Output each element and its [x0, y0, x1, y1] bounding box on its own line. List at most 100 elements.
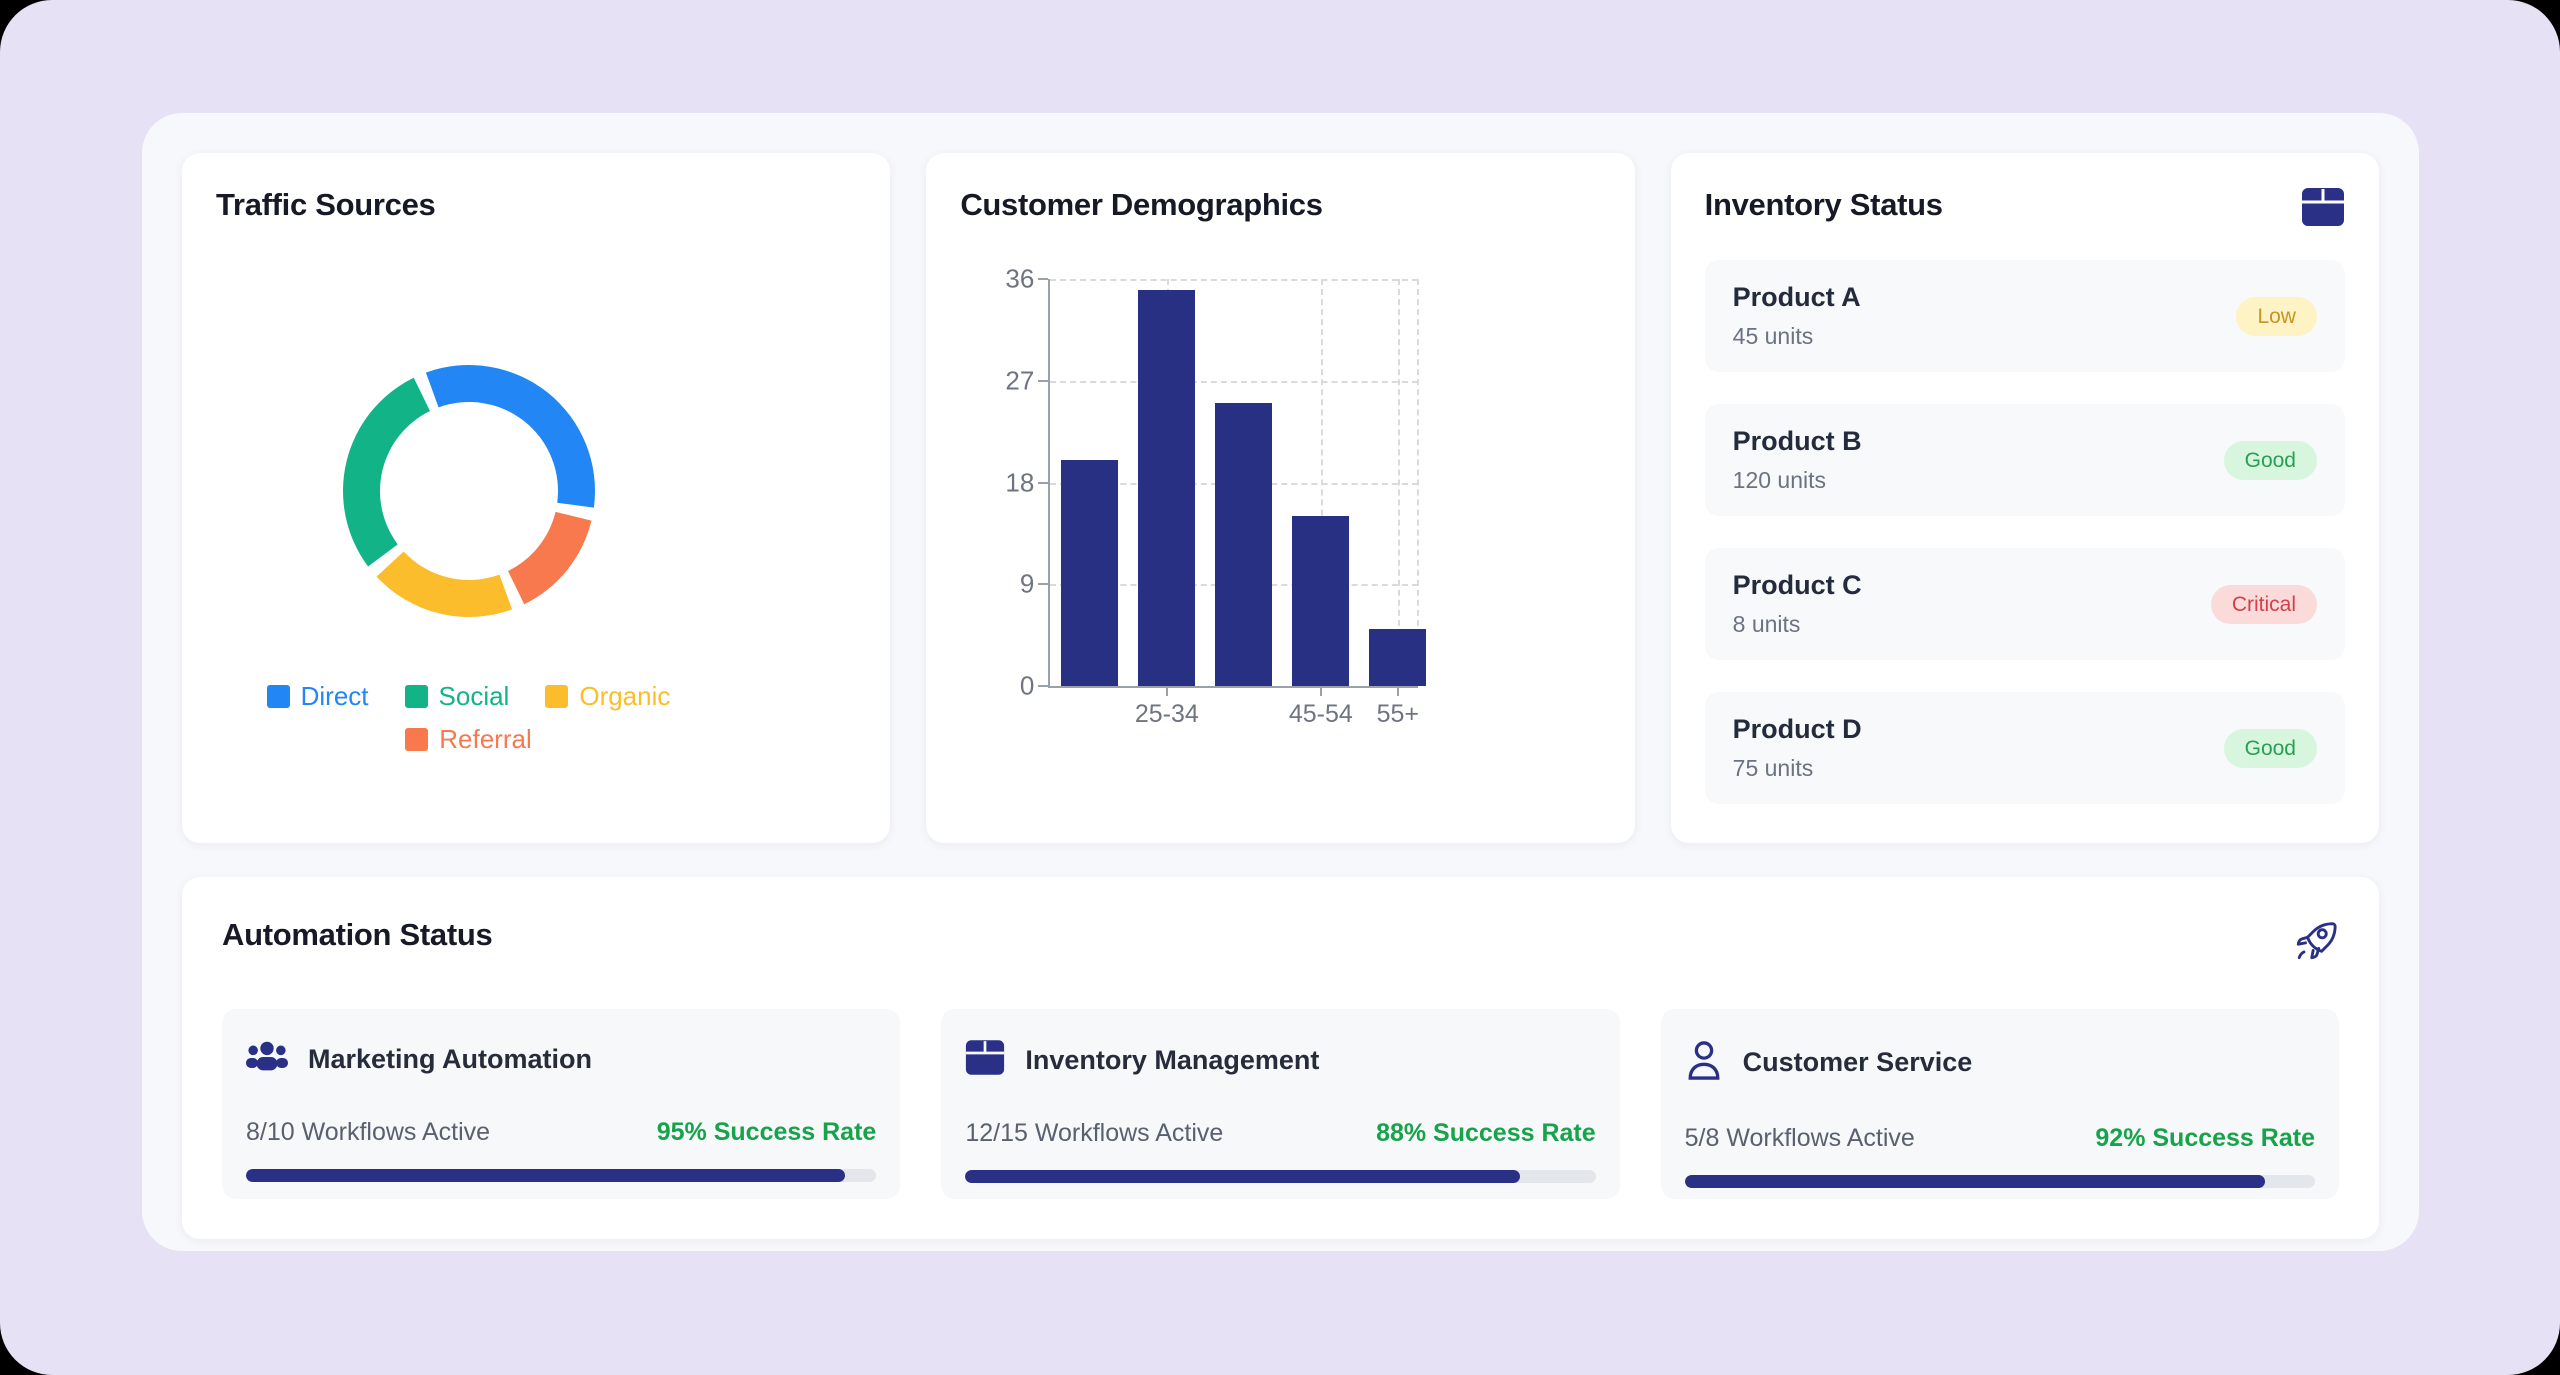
- donut-segment-social[interactable]: [342, 377, 430, 567]
- x-axis-label: 45-54: [1288, 700, 1353, 728]
- dashboard-container: Traffic Sources Direct Social Organic Refer…: [142, 113, 2419, 1251]
- demographics-bar-chart[interactable]: 0 9 18 27 36 25-34 45-54 55+: [990, 264, 1600, 728]
- x-axis-label: 55+: [1376, 700, 1420, 728]
- bar-age-group-2[interactable]: [1138, 290, 1196, 686]
- traffic-sources-title: Traffic Sources: [216, 187, 436, 222]
- legend-swatch-referral: [405, 728, 429, 751]
- service-stats: 8/10 Workflows Active 95% Success Rate: [246, 1118, 876, 1147]
- y-axis-label: 0: [1019, 670, 1035, 701]
- product-name: Product C: [1732, 570, 1862, 600]
- inventory-item-info: Product B 120 units: [1733, 426, 1862, 494]
- legend-item-referral: Referral: [405, 724, 532, 755]
- h-gridline: [1050, 380, 1419, 383]
- bar-age-group-5[interactable]: [1369, 629, 1427, 686]
- box-icon: [2301, 187, 2345, 227]
- product-name: Product B: [1732, 426, 1862, 456]
- service-stats: 12/15 Workflows Active 88% Success Rate: [965, 1119, 1595, 1148]
- legend-swatch-direct: [266, 685, 290, 708]
- progress-bar-track: [246, 1169, 877, 1182]
- success-rate-label: 95% Success Rate: [656, 1118, 877, 1146]
- status-badge: Low: [2236, 296, 2317, 336]
- bar-age-group-3[interactable]: [1215, 403, 1273, 686]
- service-card-marketing-automation: Marketing Automation 8/10 Workflows Activ…: [222, 1009, 901, 1199]
- x-axis-tick: [1165, 686, 1168, 696]
- automation-header: Automation Status: [222, 917, 2339, 963]
- bar-age-group-1[interactable]: [1061, 459, 1119, 686]
- y-axis-tick: [1038, 481, 1049, 484]
- y-axis-tick: [1038, 685, 1049, 687]
- progress-bar-fill: [246, 1169, 845, 1182]
- user-icon: [1685, 1039, 1723, 1086]
- users-icon: [246, 1039, 288, 1080]
- inventory-item: Product C 8 units Critical: [1704, 548, 2345, 660]
- inventory-list: Product A 45 units Low Product B 120 units Go…: [1704, 260, 2345, 804]
- legend-swatch-social: [404, 685, 428, 708]
- y-axis-tick: [1038, 278, 1049, 280]
- automation-status-title: Automation Status: [222, 917, 493, 952]
- traffic-legend: Direct Social Organic Referral: [249, 681, 689, 755]
- product-name: Product A: [1732, 282, 1861, 312]
- product-units: 120 units: [1732, 467, 1827, 493]
- y-axis-tick: [1038, 583, 1049, 586]
- product-units: 75 units: [1732, 755, 1814, 781]
- progress-bar-fill: [965, 1170, 1521, 1183]
- progress-bar-track: [1684, 1175, 2315, 1188]
- service-name: Customer Service: [1742, 1047, 1973, 1077]
- y-axis-label: 18: [1005, 467, 1035, 497]
- legend-item-direct: Direct: [266, 681, 369, 712]
- workflows-active-label: 12/15 Workflows Active: [965, 1119, 1224, 1147]
- h-gridline: [1050, 279, 1419, 281]
- legend-item-social: Social: [404, 681, 510, 712]
- inventory-header: Inventory Status: [1705, 187, 2345, 227]
- inventory-status-title: Inventory Status: [1704, 187, 1943, 222]
- y-axis-label: 27: [1005, 365, 1035, 396]
- legend-swatch-organic: [545, 685, 569, 708]
- donut-segment-direct[interactable]: [425, 365, 595, 508]
- inventory-item: Product A 45 units Low: [1704, 260, 2345, 372]
- x-axis-tick: [1396, 686, 1399, 696]
- donut-segment-referral[interactable]: [507, 511, 591, 605]
- bar-chart-y-axis: 0 9 18 27 36: [990, 264, 1048, 701]
- customer-demographics-card: Customer Demographics 0 9 18 27 36 25-34 45-5…: [926, 153, 1635, 843]
- rocket-icon: [2293, 917, 2339, 963]
- box-icon: [965, 1039, 1005, 1081]
- traffic-donut-chart[interactable]: [299, 321, 639, 661]
- v-gridline: [1417, 279, 1420, 686]
- legend-item-organic: Organic: [545, 681, 670, 712]
- service-card-inventory-management: Inventory Management 12/15 Workflows Acti…: [941, 1009, 1620, 1199]
- legend-label: Referral: [439, 724, 532, 754]
- workflows-active-label: 5/8 Workflows Active: [1684, 1124, 1915, 1152]
- inventory-item-info: Product D 75 units: [1733, 714, 1862, 782]
- progress-bar-fill: [1684, 1175, 2265, 1188]
- service-name: Inventory Management: [1025, 1044, 1320, 1075]
- inventory-item-info: Product A 45 units: [1733, 282, 1861, 350]
- x-axis-label: 25-34: [1134, 700, 1199, 728]
- donut-segment-organic[interactable]: [376, 551, 512, 617]
- legend-label: Organic: [579, 681, 671, 711]
- bar-chart-plot: 25-34 45-54 55+: [1038, 278, 1427, 728]
- x-axis-tick: [1319, 686, 1322, 696]
- service-header: Inventory Management: [965, 1039, 1595, 1081]
- service-header: Marketing Automation: [246, 1039, 876, 1080]
- status-badge: Good: [2223, 440, 2317, 480]
- y-axis-tick: [1038, 379, 1049, 382]
- v-gridline: [1397, 279, 1400, 686]
- y-axis-label: 9: [1019, 568, 1035, 599]
- workflows-active-label: 8/10 Workflows Active: [246, 1118, 491, 1146]
- traffic-sources-card: Traffic Sources Direct Social Organic Refer…: [182, 153, 891, 843]
- v-gridline: [1320, 279, 1323, 686]
- inventory-item: Product D 75 units Good: [1704, 692, 2345, 804]
- legend-label: Social: [438, 681, 510, 711]
- inventory-status-card: Inventory Status Product A 45 units Low Pro…: [1670, 153, 2379, 843]
- bar-age-group-4[interactable]: [1292, 516, 1350, 686]
- service-stats: 5/8 Workflows Active 92% Success Rate: [1685, 1124, 2315, 1153]
- automation-status-card: Automation Status Marketing Automation 8/…: [182, 877, 2379, 1239]
- service-name: Marketing Automation: [308, 1044, 593, 1074]
- status-badge: Good: [2223, 728, 2317, 768]
- automation-services: Marketing Automation 8/10 Workflows Activ…: [222, 1009, 2339, 1199]
- progress-bar-track: [965, 1170, 1596, 1183]
- product-name: Product D: [1732, 714, 1862, 744]
- service-header: Customer Service: [1685, 1039, 2315, 1086]
- traffic-chart-area: Direct Social Organic Referral: [216, 223, 721, 755]
